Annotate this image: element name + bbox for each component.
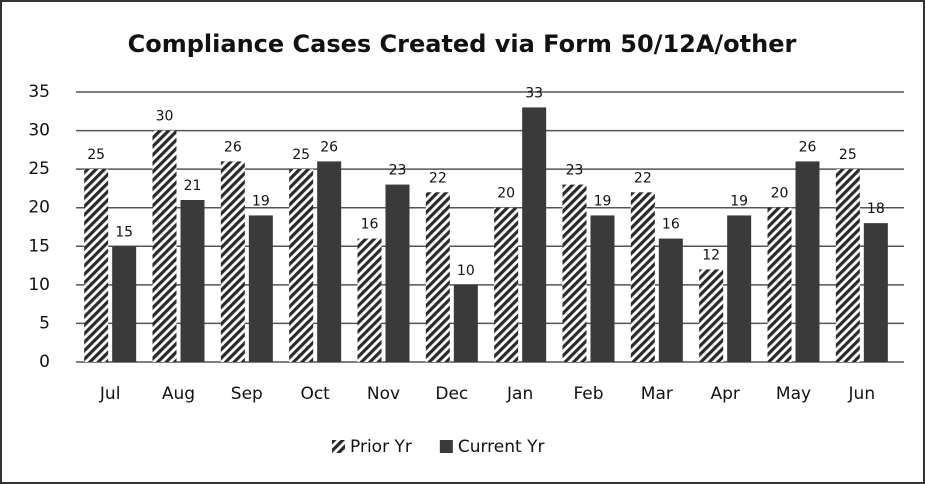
value-label: 26: [799, 139, 817, 155]
bar: [289, 169, 314, 362]
value-label: 16: [662, 217, 680, 233]
bar: [425, 192, 450, 362]
x-tick-label: Dec: [435, 384, 468, 404]
bar: [590, 215, 615, 362]
value-label: 21: [184, 178, 202, 194]
value-label: 12: [702, 247, 720, 263]
bar: [727, 215, 752, 362]
bar: [317, 161, 342, 362]
y-tick-label: 25: [28, 159, 50, 179]
value-label: 20: [771, 186, 789, 202]
value-label: 26: [224, 139, 242, 155]
value-label: 19: [594, 193, 612, 209]
bar: [795, 161, 820, 362]
bar: [494, 207, 519, 362]
legend-label: Prior Yr: [350, 437, 412, 457]
y-tick-label: 5: [39, 313, 50, 333]
value-label: 22: [429, 170, 447, 186]
value-label: 16: [361, 217, 379, 233]
bar: [699, 269, 724, 362]
value-label: 18: [867, 201, 885, 217]
bar: [357, 238, 382, 362]
chart-title: Compliance Cases Created via Form 50/12A…: [128, 30, 797, 58]
x-tick-label: Jul: [99, 384, 121, 404]
value-label: 23: [566, 163, 584, 179]
bar: [180, 200, 205, 362]
y-tick-label: 0: [39, 352, 50, 372]
value-label: 19: [252, 193, 270, 209]
bar: [220, 161, 245, 362]
y-tick-label: 15: [28, 236, 50, 256]
x-tick-label: Nov: [367, 384, 400, 404]
value-label: 19: [730, 193, 748, 209]
value-label: 20: [497, 186, 515, 202]
bar: [767, 207, 792, 362]
x-tick-label: Aug: [162, 384, 195, 404]
bar: [562, 184, 587, 362]
x-tick-label: Apr: [710, 384, 739, 404]
legend-swatch: [439, 440, 453, 453]
bar: [84, 169, 109, 362]
x-tick-label: Feb: [573, 384, 603, 404]
value-label: 10: [457, 263, 475, 279]
bar: [453, 284, 478, 362]
value-label: 23: [389, 163, 407, 179]
bar: [835, 169, 860, 362]
bar: [863, 223, 888, 362]
value-label: 22: [634, 170, 652, 186]
bar: [385, 184, 410, 362]
bar: [248, 215, 273, 362]
value-label: 25: [292, 147, 310, 163]
x-tick-label: Jan: [506, 384, 533, 404]
bar: [112, 246, 137, 362]
value-label: 25: [87, 147, 105, 163]
x-tick-label: Mar: [641, 384, 673, 404]
y-tick-label: 30: [28, 121, 50, 141]
bar: [522, 107, 547, 362]
y-tick-label: 35: [28, 82, 50, 102]
value-label: 33: [525, 85, 543, 101]
legend-label: Current Yr: [458, 437, 545, 457]
x-tick-label: May: [776, 384, 811, 404]
y-tick-label: 20: [28, 198, 50, 218]
bar: [152, 130, 177, 362]
x-tick-label: Jun: [848, 384, 876, 404]
x-tick-label: Oct: [300, 384, 330, 404]
y-tick-label: 10: [28, 275, 50, 295]
legend-swatch: [332, 440, 345, 453]
value-label: 25: [839, 147, 857, 163]
bar: [658, 238, 683, 362]
value-label: 26: [320, 139, 338, 155]
bar: [630, 192, 655, 362]
value-label: 15: [115, 224, 133, 240]
value-label: 30: [156, 109, 174, 125]
x-tick-label: Sep: [231, 384, 263, 404]
